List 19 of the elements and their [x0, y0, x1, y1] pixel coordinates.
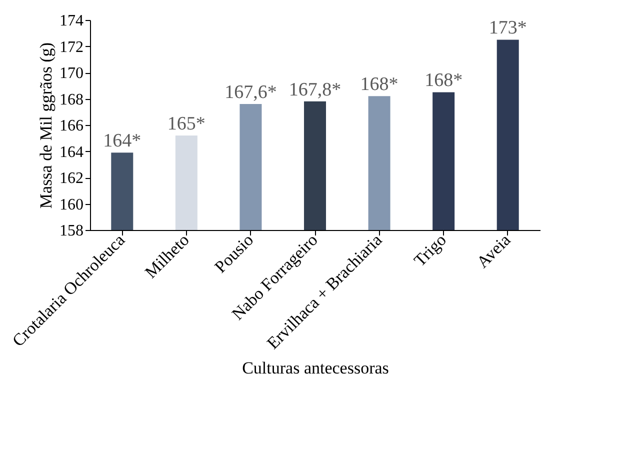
data-label: 168*	[360, 74, 398, 96]
y-axis-title: Massa de Mil ggrãos (g)	[36, 42, 56, 209]
x-axis-title: Culturas antecessoras	[242, 358, 389, 378]
y-tick-label: 162	[60, 170, 84, 187]
y-tick-label: 168	[60, 91, 84, 108]
y-tick-label: 170	[60, 65, 84, 82]
y-tick-label: 160	[60, 196, 84, 214]
data-label: 164*	[103, 130, 142, 152]
y-tick-label: 164	[60, 144, 84, 161]
data-label: 167,6*	[224, 82, 277, 103]
y-tick-label: 166	[60, 118, 84, 134]
data-label: 167,8*	[288, 79, 342, 100]
y-tick-label: 174	[60, 12, 84, 30]
data-label: 165*	[167, 114, 206, 134]
data-label: 173*	[488, 18, 527, 39]
x-tick-label: Trigo	[410, 230, 450, 270]
y-tick-label: 158	[60, 222, 84, 240]
y-tick-label: 172	[60, 38, 84, 56]
data-label: 168*	[424, 70, 463, 92]
